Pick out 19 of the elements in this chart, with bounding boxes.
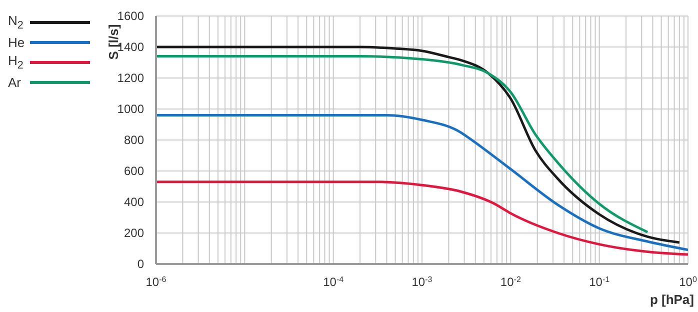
y-tick-label: 200 bbox=[124, 226, 144, 240]
x-tick-label: 10$^{-2}$ bbox=[500, 274, 522, 289]
x-tick-label: 10$^{0}$ bbox=[679, 274, 698, 289]
x-tick-label: 10$^{-1}$ bbox=[589, 274, 610, 289]
legend-label: H$_{2}$ bbox=[8, 52, 24, 72]
y-tick-label: 1600 bbox=[117, 9, 144, 23]
legend-label: Ar bbox=[8, 74, 22, 90]
x-axis-title: p [hPa] bbox=[650, 292, 694, 307]
y-tick-label: 400 bbox=[124, 195, 144, 209]
y-tick-label: 0 bbox=[137, 257, 144, 271]
x-tick-label: 10$^{-6}$ bbox=[146, 274, 167, 289]
legend-label: N$_{2}$ bbox=[8, 12, 24, 32]
y-tick-label: 600 bbox=[124, 164, 144, 178]
y-tick-label: 800 bbox=[124, 133, 144, 147]
legend-label: He bbox=[8, 34, 26, 50]
y-tick-label: 1000 bbox=[117, 102, 144, 116]
y-tick-label: 1200 bbox=[117, 71, 144, 85]
x-tick-label: 10$^{-3}$ bbox=[412, 274, 433, 289]
x-tick-label: 10$^{-4}$ bbox=[323, 274, 344, 289]
